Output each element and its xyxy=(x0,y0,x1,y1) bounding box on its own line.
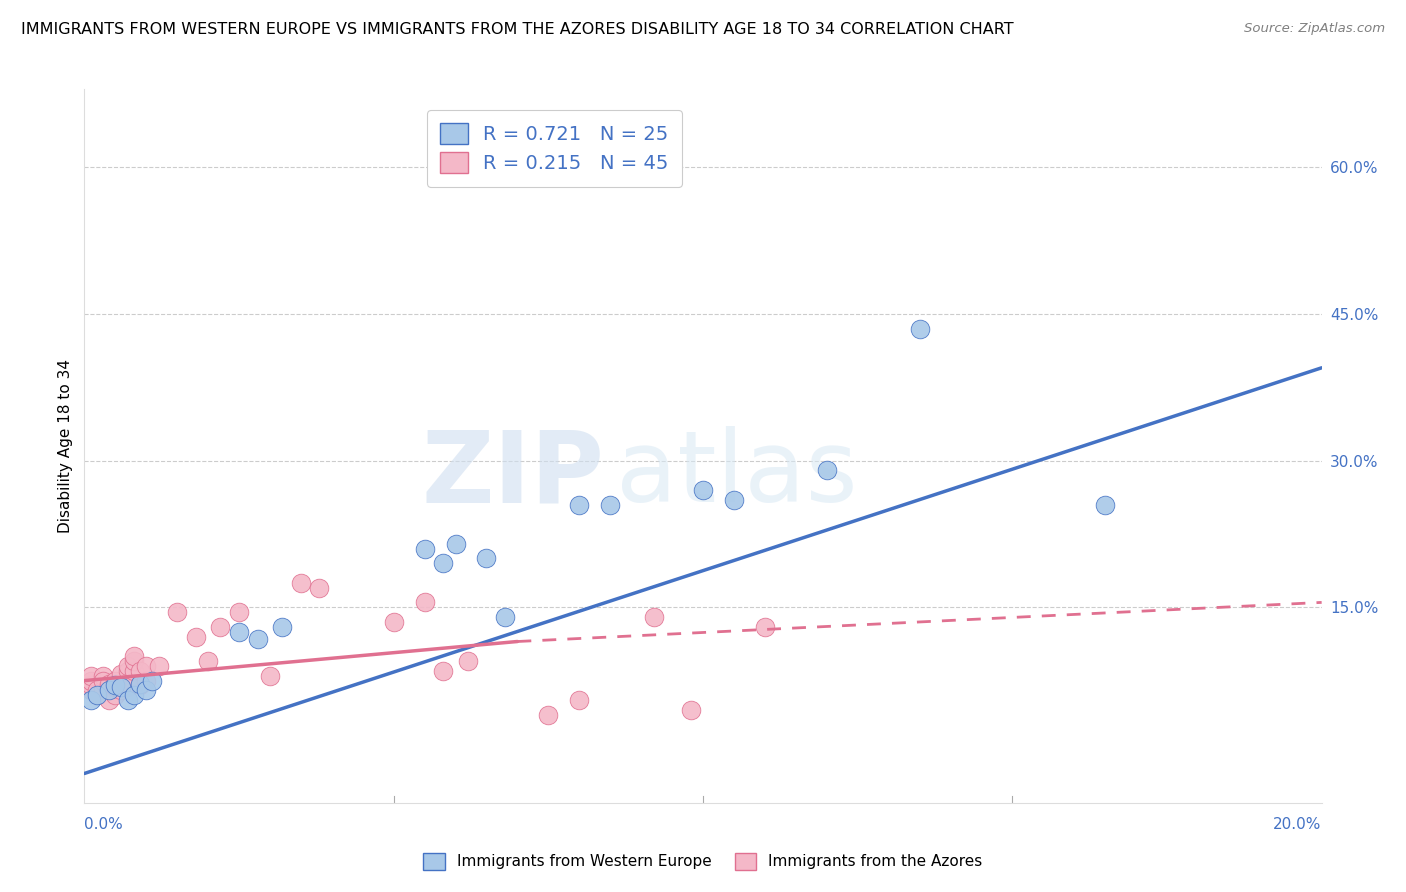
Point xyxy=(98,693,121,707)
Point xyxy=(475,551,498,566)
Point xyxy=(79,678,101,692)
Text: IMMIGRANTS FROM WESTERN EUROPE VS IMMIGRANTS FROM THE AZORES DISABILITY AGE 18 T: IMMIGRANTS FROM WESTERN EUROPE VS IMMIGR… xyxy=(21,22,1014,37)
Point xyxy=(91,683,114,698)
Text: ZIP: ZIP xyxy=(422,426,605,523)
Point xyxy=(643,610,665,624)
Point xyxy=(308,581,330,595)
Point xyxy=(117,659,139,673)
Point xyxy=(537,707,560,722)
Point xyxy=(141,673,163,688)
Point xyxy=(679,703,702,717)
Point xyxy=(104,688,127,702)
Point xyxy=(568,498,591,512)
Point xyxy=(98,681,121,695)
Point xyxy=(86,688,108,702)
Point xyxy=(568,693,591,707)
Point xyxy=(79,669,101,683)
Point xyxy=(148,659,170,673)
Point xyxy=(197,654,219,668)
Point xyxy=(135,659,157,673)
Point xyxy=(290,575,312,590)
Point xyxy=(117,681,139,695)
Point xyxy=(209,620,232,634)
Point xyxy=(413,541,436,556)
Point xyxy=(117,693,139,707)
Point xyxy=(129,678,152,692)
Point xyxy=(104,673,127,688)
Point xyxy=(104,678,127,692)
Point xyxy=(1094,498,1116,512)
Point xyxy=(91,673,114,688)
Point xyxy=(246,632,269,646)
Point xyxy=(98,683,121,698)
Point xyxy=(122,664,145,678)
Point xyxy=(228,624,250,639)
Point xyxy=(79,693,101,707)
Point xyxy=(259,669,281,683)
Point xyxy=(228,605,250,619)
Point xyxy=(432,664,454,678)
Point xyxy=(110,666,132,681)
Point xyxy=(135,683,157,698)
Point xyxy=(184,630,207,644)
Point xyxy=(79,673,101,688)
Point xyxy=(122,688,145,702)
Point xyxy=(432,557,454,571)
Point xyxy=(271,620,294,634)
Legend: Immigrants from Western Europe, Immigrants from the Azores: Immigrants from Western Europe, Immigran… xyxy=(416,846,990,877)
Point xyxy=(117,664,139,678)
Point xyxy=(444,537,467,551)
Point xyxy=(754,620,776,634)
Point xyxy=(723,492,745,507)
Point xyxy=(413,595,436,609)
Point xyxy=(457,654,479,668)
Point xyxy=(86,683,108,698)
Point xyxy=(122,654,145,668)
Point xyxy=(129,676,152,690)
Point xyxy=(86,688,108,702)
Point xyxy=(815,463,838,477)
Text: Source: ZipAtlas.com: Source: ZipAtlas.com xyxy=(1244,22,1385,36)
Point xyxy=(110,683,132,698)
Point xyxy=(599,498,621,512)
Point xyxy=(135,673,157,688)
Point xyxy=(98,676,121,690)
Text: 20.0%: 20.0% xyxy=(1274,817,1322,832)
Point xyxy=(692,483,714,497)
Point xyxy=(104,681,127,695)
Text: atlas: atlas xyxy=(616,426,858,523)
Point xyxy=(166,605,188,619)
Point xyxy=(494,610,516,624)
Point xyxy=(908,321,931,335)
Point xyxy=(122,649,145,664)
Point xyxy=(91,669,114,683)
Y-axis label: Disability Age 18 to 34: Disability Age 18 to 34 xyxy=(58,359,73,533)
Point xyxy=(110,681,132,695)
Point xyxy=(382,615,405,629)
Point xyxy=(79,683,101,698)
Point xyxy=(129,664,152,678)
Text: 0.0%: 0.0% xyxy=(84,817,124,832)
